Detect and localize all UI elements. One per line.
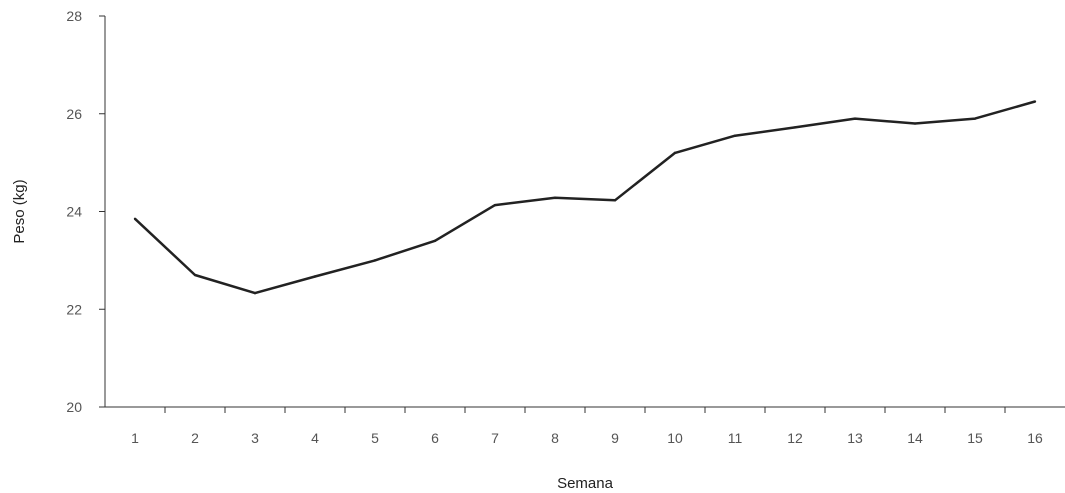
data-point (553, 196, 557, 200)
x-tick-label: 14 (907, 430, 923, 446)
data-point (673, 151, 677, 155)
data-point (973, 117, 977, 120)
x-tick-label: 2 (191, 430, 199, 446)
data-point (133, 217, 137, 221)
x-tick-label: 7 (491, 430, 499, 446)
x-tick-label: 13 (847, 430, 863, 446)
x-tick-label: 6 (431, 430, 439, 446)
x-tick-label: 5 (371, 430, 379, 446)
data-point (853, 117, 857, 120)
x-tick-label: 1 (131, 430, 139, 446)
data-point (1033, 100, 1037, 103)
x-axis: 1 2 3 4 5 6 7 8 9 10 11 12 13 14 15 16 (105, 406, 1065, 446)
x-tick-label: 10 (667, 430, 683, 446)
y-axis: 20 22 24 26 28 (66, 8, 106, 415)
x-tick-label: 15 (967, 430, 983, 446)
x-tick-label: 3 (251, 430, 259, 446)
x-tick-label: 8 (551, 430, 559, 446)
series-line (134, 100, 1036, 295)
x-tick-label: 16 (1027, 430, 1043, 446)
y-axis-title: Peso (kg) (11, 179, 28, 243)
data-point (433, 239, 437, 243)
y-tick-label: 28 (66, 8, 82, 24)
data-point (913, 122, 917, 125)
data-point (793, 126, 797, 129)
data-point (493, 203, 497, 207)
y-tick-label: 24 (66, 204, 82, 220)
data-point (193, 273, 197, 277)
data-point (253, 291, 257, 295)
x-tick-label: 12 (787, 430, 803, 446)
y-tick-label: 20 (66, 399, 82, 415)
data-point (373, 259, 377, 262)
data-point (313, 275, 317, 278)
y-tick-label: 26 (66, 106, 82, 122)
data-point (613, 199, 617, 202)
x-tick-label: 9 (611, 430, 619, 446)
y-tick-label: 22 (66, 301, 82, 317)
data-point (733, 134, 737, 137)
x-tick-label: 11 (728, 430, 743, 446)
x-axis-title: Semana (557, 475, 614, 492)
x-tick-label: 4 (311, 430, 319, 446)
